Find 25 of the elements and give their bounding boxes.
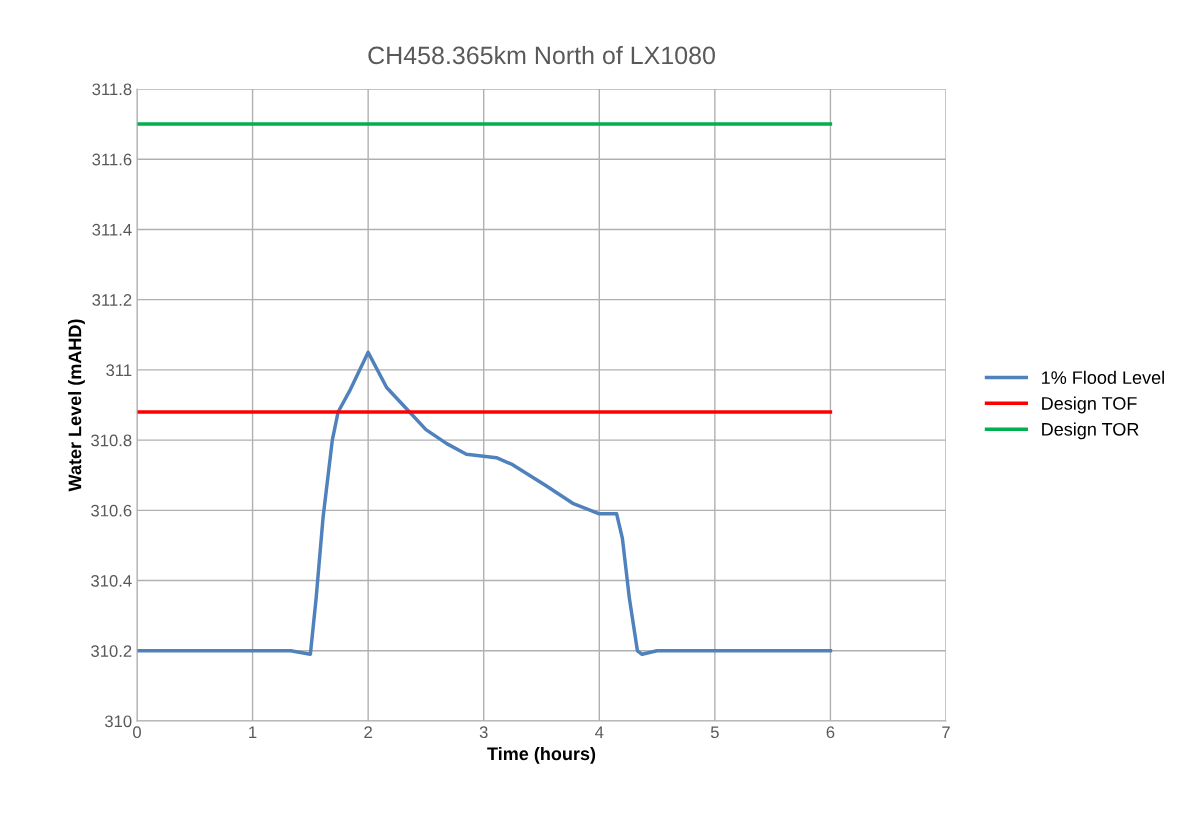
x-tick-label: 5 (710, 726, 719, 739)
y-tick-label: 310.2 (91, 645, 132, 657)
line-series (137, 350, 833, 657)
y-tick-label: 311.8 (92, 83, 132, 96)
y-tick-label: 311 (106, 364, 132, 377)
y-tick-label: 311.6 (92, 153, 132, 166)
x-tick-label: 4 (595, 726, 604, 738)
y-tick-label: 310 (104, 715, 132, 728)
legend-label: 1% Flood Level (1042, 370, 1164, 384)
legend-label: Design TOF (1042, 396, 1137, 414)
y-tick-label: 310.6 (91, 504, 132, 517)
x-tick-label: 1 (249, 726, 257, 738)
legend-label: Design TOR (1042, 422, 1139, 440)
y-tick-label: 310.4 (91, 574, 132, 587)
y-tick-label: 311.2 (92, 294, 132, 306)
y-tick-label: 311.4 (92, 223, 132, 236)
x-axis-title: Time (hours) (487, 746, 596, 764)
x-tick-label: 6 (826, 726, 835, 739)
y-axis-title: Water Level (mAHD) (68, 319, 85, 492)
x-tick-label: 2 (364, 726, 372, 738)
x-tick-label: 7 (942, 726, 950, 738)
chart-title: CH458.365km North of LX1080 (368, 45, 715, 65)
x-tick-label: 0 (133, 726, 141, 739)
y-tick-label: 310.8 (91, 434, 132, 447)
x-tick-label: 3 (479, 726, 488, 739)
